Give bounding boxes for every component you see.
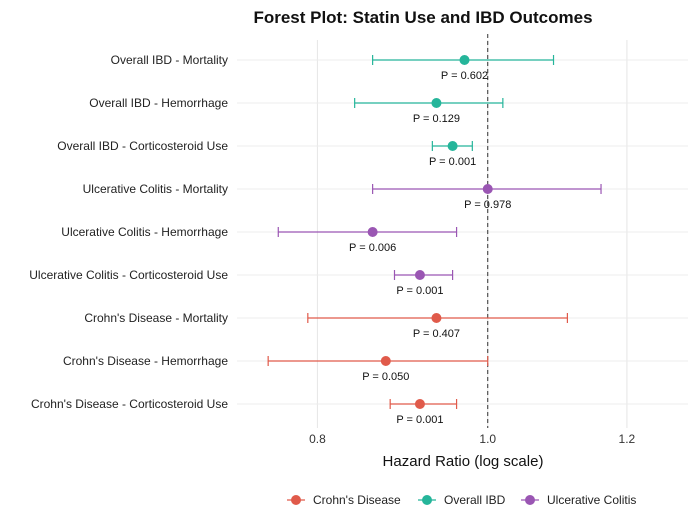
- x-tick-label: 1.2: [619, 432, 636, 446]
- x-axis-ticks: 0.8 1.0 1.2: [309, 432, 635, 446]
- forest-row: Ulcerative Colitis - Mortality P = 0.978: [83, 182, 602, 211]
- x-tick-label: 1.0: [479, 432, 496, 446]
- legend-marker: [422, 495, 432, 505]
- legend-marker: [291, 495, 301, 505]
- chart-title: Forest Plot: Statin Use and IBD Outcomes: [253, 8, 592, 27]
- p-value-label: P = 0.001: [429, 156, 476, 168]
- p-value-label: P = 0.129: [413, 113, 460, 125]
- forest-row: Ulcerative Colitis - Corticosteroid Use P…: [29, 268, 454, 297]
- hr-point: [482, 184, 493, 194]
- p-value-label: P = 0.001: [396, 414, 443, 426]
- hr-point: [367, 227, 378, 237]
- row-label: Crohn's Disease - Hemorrhage: [63, 354, 228, 368]
- hr-point: [380, 356, 391, 366]
- row-label: Overall IBD - Hemorrhage: [89, 96, 228, 110]
- row-label: Overall IBD - Mortality: [111, 53, 228, 67]
- forest-row: Overall IBD - Hemorrhage P = 0.129: [89, 96, 504, 125]
- legend-label: Overall IBD: [444, 493, 506, 507]
- forest-row: Crohn's Disease - Mortality P = 0.407: [84, 311, 568, 340]
- x-tick-label: 0.8: [309, 432, 326, 446]
- legend-marker: [525, 495, 535, 505]
- row-label: Ulcerative Colitis - Corticosteroid Use: [29, 268, 228, 282]
- x-axis-label: Hazard Ratio (log scale): [383, 453, 544, 470]
- p-value-label: P = 0.001: [396, 285, 443, 297]
- row-label: Overall IBD - Corticosteroid Use: [57, 139, 228, 153]
- p-value-label: P = 0.050: [362, 371, 409, 383]
- hr-point: [431, 313, 442, 323]
- hr-point: [414, 270, 425, 280]
- p-value-label: P = 0.978: [464, 199, 511, 211]
- forest-row: Overall IBD - Mortality P = 0.602: [111, 53, 555, 82]
- row-label: Ulcerative Colitis - Mortality: [83, 182, 228, 196]
- hr-point: [431, 98, 442, 108]
- forest-row: Crohn's Disease - Hemorrhage P = 0.050: [63, 354, 489, 383]
- row-label: Ulcerative Colitis - Hemorrhage: [61, 225, 228, 239]
- grid-lines: [237, 40, 688, 428]
- forest-row: Crohn's Disease - Corticosteroid Use P = …: [31, 397, 458, 426]
- legend-item: Ulcerative Colitis: [521, 493, 636, 507]
- p-value-label: P = 0.407: [413, 328, 460, 340]
- p-value-label: P = 0.602: [441, 70, 488, 82]
- row-label: Crohn's Disease - Mortality: [84, 311, 228, 325]
- legend: Crohn's Disease Overall IBD Ulcerative Col…: [287, 493, 636, 507]
- legend-label: Crohn's Disease: [313, 493, 401, 507]
- row-label: Crohn's Disease - Corticosteroid Use: [31, 397, 228, 411]
- p-value-label: P = 0.006: [349, 242, 396, 254]
- legend-item: Crohn's Disease: [287, 493, 401, 507]
- forest-row: Overall IBD - Corticosteroid Use P = 0.00…: [57, 139, 476, 168]
- hr-point: [447, 141, 458, 151]
- forest-row: Ulcerative Colitis - Hemorrhage P = 0.006: [61, 225, 458, 254]
- legend-label: Ulcerative Colitis: [547, 493, 636, 507]
- hr-point: [414, 399, 425, 409]
- hr-point: [459, 55, 470, 65]
- legend-item: Overall IBD: [418, 493, 506, 507]
